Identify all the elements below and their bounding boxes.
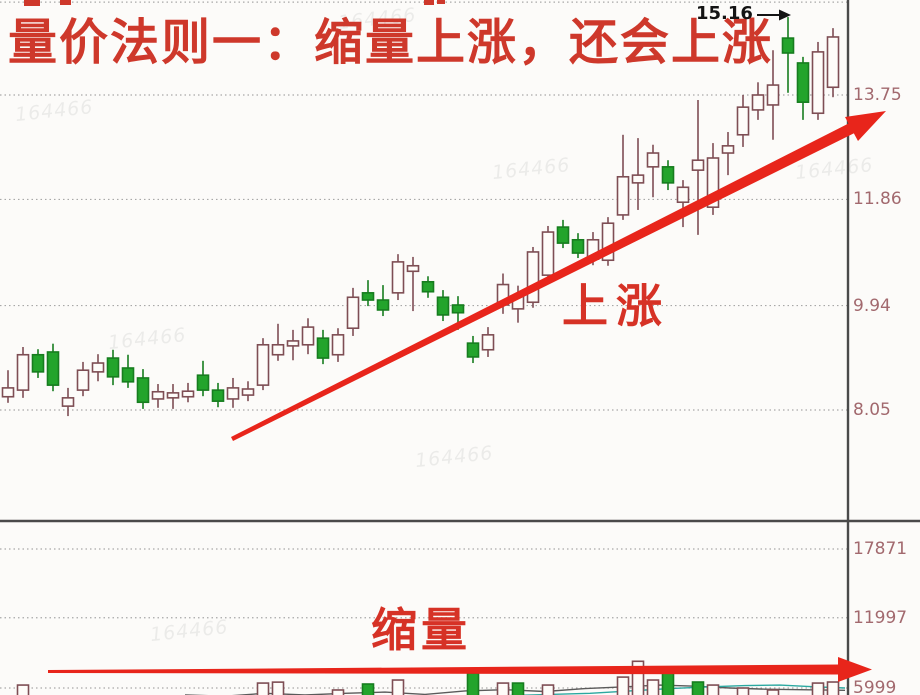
- candle-down: [106, 357, 120, 378]
- candle-up: [631, 174, 645, 184]
- volume-bar: [826, 681, 840, 695]
- candle-down: [436, 296, 450, 316]
- volume-bar: [661, 672, 675, 695]
- volume-bar: [811, 682, 825, 695]
- shrink-annotation-label: 缩量: [371, 603, 471, 657]
- volume-bar: [736, 687, 750, 695]
- candle-up: [406, 264, 420, 273]
- candle-down: [121, 367, 135, 383]
- candle-up: [151, 390, 165, 400]
- volume-bar: [631, 660, 645, 695]
- candle-down: [451, 304, 465, 314]
- volume-arrow-head: [838, 657, 872, 682]
- cropped-text-fragment: [24, 0, 40, 6]
- candle-down: [466, 342, 480, 358]
- candle-down: [31, 353, 45, 373]
- peak-pointer-arrowhead: [779, 9, 791, 21]
- candle-up: [1, 387, 15, 398]
- volume-tick-label: 11997: [853, 607, 908, 628]
- candle-up: [751, 94, 765, 111]
- candle-up: [691, 159, 705, 171]
- candle-down: [781, 37, 795, 54]
- volume-bar: [496, 682, 510, 695]
- price-tick-label: 13.75: [853, 85, 902, 105]
- volume-bar: [706, 684, 720, 695]
- candle-up: [271, 343, 285, 356]
- volume-bar: [646, 679, 660, 695]
- volume-bar: [511, 682, 525, 695]
- volume-bar: [256, 682, 270, 695]
- candle-up: [226, 387, 240, 400]
- candle-down: [376, 299, 390, 311]
- candle-up: [541, 231, 555, 276]
- candle-up: [76, 369, 90, 391]
- candle-up: [16, 353, 30, 391]
- chart-title: 量价法则一：缩量上涨，还会上涨: [8, 14, 774, 71]
- candle-up: [346, 296, 360, 330]
- candle-up: [286, 340, 300, 347]
- volume-bar: [691, 681, 705, 695]
- candle-down: [46, 351, 60, 386]
- candle-up: [676, 186, 690, 204]
- price-tick-label: 9.94: [853, 295, 891, 316]
- candle-up: [331, 334, 345, 356]
- cropped-text-fragment: [424, 0, 434, 5]
- candle-up: [61, 397, 75, 407]
- volume-bar: [331, 689, 345, 695]
- cropped-text-fragment: [437, 0, 445, 4]
- candle-down: [316, 337, 330, 359]
- candle-up: [391, 261, 405, 294]
- rise-annotation-label: 上涨: [562, 279, 670, 333]
- candle-up: [646, 152, 660, 168]
- candle-down: [556, 226, 570, 244]
- candle-up: [181, 390, 195, 398]
- volume-bar: [466, 672, 480, 695]
- candle-down: [421, 280, 435, 293]
- candle-down: [196, 374, 210, 391]
- price-tick-label: 8.05: [853, 400, 891, 420]
- candle-up: [811, 51, 825, 115]
- volume-bar: [271, 681, 285, 695]
- candle-up: [601, 222, 615, 262]
- candle-down: [661, 166, 675, 184]
- volume-bar: [391, 679, 405, 695]
- candle-up: [736, 106, 750, 136]
- price-tick-label: 11.86: [853, 189, 902, 210]
- candle-down: [796, 62, 810, 103]
- candle-up: [256, 343, 270, 386]
- cropped-text-fragment: [60, 0, 71, 5]
- volume-bar: [541, 684, 555, 695]
- candle-down: [211, 389, 225, 402]
- candle-up: [481, 334, 495, 351]
- volume-arrow-shaft: [48, 664, 841, 675]
- volume-bar: [16, 684, 30, 695]
- volume-bar: [616, 676, 630, 695]
- volume-bar: [766, 689, 780, 695]
- candle-up: [721, 145, 735, 154]
- peak-price-label: 15.16: [696, 3, 753, 24]
- candle-up: [91, 362, 105, 373]
- candle-up: [166, 392, 180, 399]
- candle-up: [766, 84, 780, 106]
- candle-up: [826, 36, 840, 89]
- candle-up: [706, 157, 720, 208]
- volume-tick-label: 17871: [853, 538, 908, 559]
- uptrend-arrow-shaft: [231, 123, 855, 441]
- candle-down: [136, 377, 150, 404]
- candle-up: [301, 326, 315, 346]
- candle-up: [526, 251, 540, 304]
- candle-down: [571, 238, 585, 254]
- candle-up: [241, 388, 255, 396]
- candle-down: [361, 292, 375, 301]
- volume-bar: [361, 683, 375, 695]
- volume-tick-label: 5999: [853, 678, 897, 695]
- uptrend-arrow-head: [845, 111, 886, 141]
- candle-up: [616, 175, 630, 216]
